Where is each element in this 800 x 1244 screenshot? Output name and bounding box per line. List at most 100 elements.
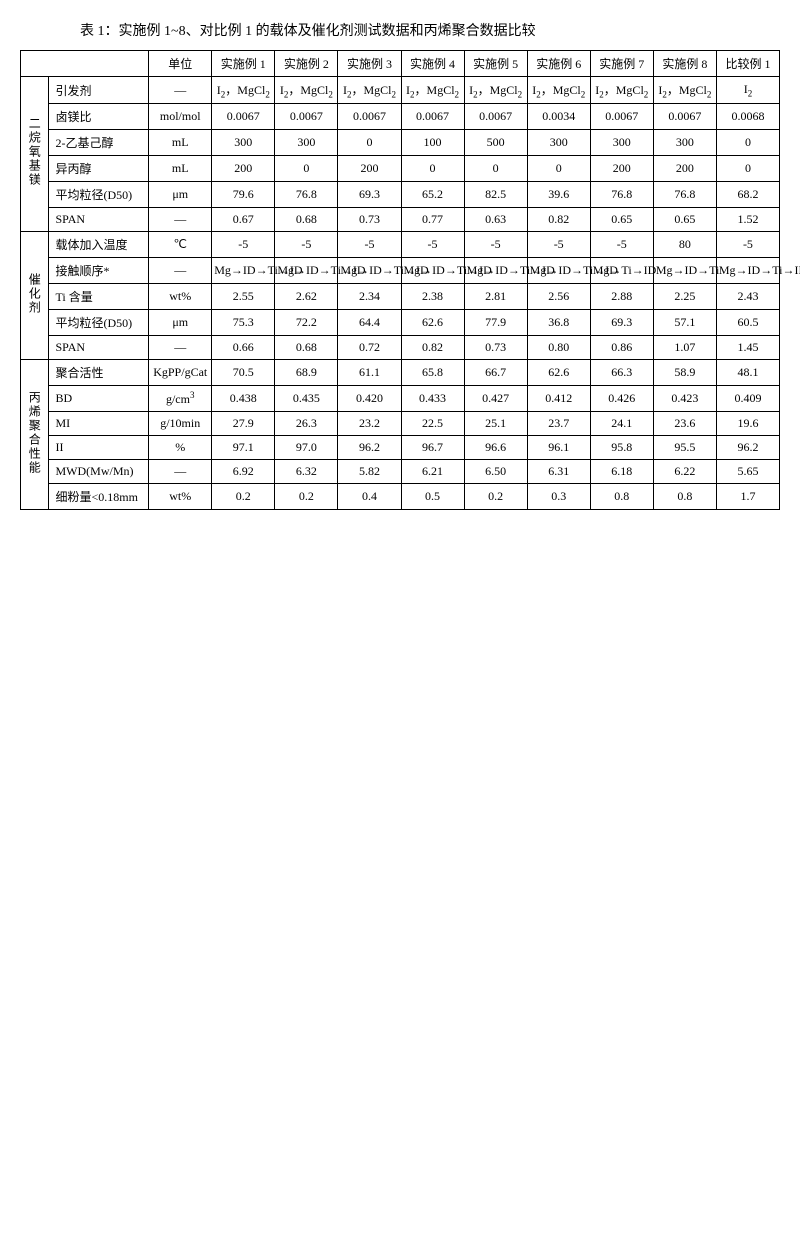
data-cell: 2.81: [464, 284, 527, 310]
data-cell: 76.8: [590, 182, 653, 208]
data-cell: 39.6: [527, 182, 590, 208]
data-cell: 0.65: [653, 208, 716, 232]
data-cell: 0.82: [527, 208, 590, 232]
data-cell: 0.0034: [527, 104, 590, 130]
data-cell: 97.0: [275, 436, 338, 460]
data-cell: 0.77: [401, 208, 464, 232]
unit-cell: mL: [149, 130, 212, 156]
header-blank: [21, 51, 149, 77]
table-row: Ti 含量wt%2.552.622.342.382.812.562.882.25…: [21, 284, 780, 310]
header-unit: 单位: [149, 51, 212, 77]
data-cell: 0.86: [590, 336, 653, 360]
data-cell: 57.1: [653, 310, 716, 336]
data-cell: 0.423: [653, 386, 716, 412]
param-cell: BD: [49, 386, 149, 412]
data-cell: 66.3: [590, 360, 653, 386]
param-cell: 卤镁比: [49, 104, 149, 130]
data-cell: 0.72: [338, 336, 401, 360]
header-row: 单位 实施例 1 实施例 2 实施例 3 实施例 4 实施例 5 实施例 6 实…: [21, 51, 780, 77]
data-cell: 2.25: [653, 284, 716, 310]
data-cell: 2.88: [590, 284, 653, 310]
table-row: 平均粒径(D50)μm75.372.264.462.677.936.869.35…: [21, 310, 780, 336]
data-cell: 69.3: [590, 310, 653, 336]
data-cell: 2.43: [716, 284, 779, 310]
data-cell: 0.68: [275, 336, 338, 360]
data-cell: 48.1: [716, 360, 779, 386]
table-row: 平均粒径(D50)μm79.676.869.365.282.539.676.87…: [21, 182, 780, 208]
data-cell: 65.2: [401, 182, 464, 208]
data-cell: -5: [212, 232, 275, 258]
data-cell: 300: [527, 130, 590, 156]
data-cell: 0.0067: [212, 104, 275, 130]
unit-cell: ℃: [149, 232, 212, 258]
unit-cell: μm: [149, 310, 212, 336]
data-cell: -5: [527, 232, 590, 258]
data-cell: I2，MgCl2: [212, 77, 275, 104]
table-row: SPAN—0.660.680.720.820.730.800.861.071.4…: [21, 336, 780, 360]
data-cell: 300: [653, 130, 716, 156]
data-cell: 6.22: [653, 460, 716, 484]
unit-cell: —: [149, 77, 212, 104]
data-cell: 2.62: [275, 284, 338, 310]
data-cell: 96.7: [401, 436, 464, 460]
data-cell: 6.32: [275, 460, 338, 484]
param-cell: SPAN: [49, 336, 149, 360]
param-cell: 异丙醇: [49, 156, 149, 182]
data-cell: 23.6: [653, 412, 716, 436]
data-cell: Mg→ID→Ti→ID: [716, 258, 779, 284]
data-cell: 95.8: [590, 436, 653, 460]
data-cell: 76.8: [653, 182, 716, 208]
data-cell: 0: [401, 156, 464, 182]
header-cmp1: 比较例 1: [716, 51, 779, 77]
unit-cell: —: [149, 258, 212, 284]
data-cell: 76.8: [275, 182, 338, 208]
data-cell: 0.0067: [338, 104, 401, 130]
data-cell: 2.38: [401, 284, 464, 310]
data-cell: 300: [590, 130, 653, 156]
header-ex2: 实施例 2: [275, 51, 338, 77]
data-cell: 0.0067: [590, 104, 653, 130]
data-cell: 36.8: [527, 310, 590, 336]
data-cell: 68.2: [716, 182, 779, 208]
param-cell: SPAN: [49, 208, 149, 232]
unit-cell: —: [149, 336, 212, 360]
data-cell: 96.6: [464, 436, 527, 460]
data-cell: 0.63: [464, 208, 527, 232]
data-table: 单位 实施例 1 实施例 2 实施例 3 实施例 4 实施例 5 实施例 6 实…: [20, 50, 780, 510]
data-cell: 23.2: [338, 412, 401, 436]
table-row: MIg/10min27.926.323.222.525.123.724.123.…: [21, 412, 780, 436]
param-cell: 载体加入温度: [49, 232, 149, 258]
data-cell: 61.1: [338, 360, 401, 386]
data-cell: 68.9: [275, 360, 338, 386]
data-cell: 0.426: [590, 386, 653, 412]
data-cell: 62.6: [527, 360, 590, 386]
header-ex4: 实施例 4: [401, 51, 464, 77]
data-cell: -5: [275, 232, 338, 258]
data-cell: 6.31: [527, 460, 590, 484]
data-cell: Mg→ID→Ti: [653, 258, 716, 284]
data-cell: 0.409: [716, 386, 779, 412]
data-cell: 0.65: [590, 208, 653, 232]
data-cell: 0.66: [212, 336, 275, 360]
data-cell: 6.50: [464, 460, 527, 484]
data-cell: I2，MgCl2: [590, 77, 653, 104]
data-cell: -5: [590, 232, 653, 258]
data-cell: -5: [716, 232, 779, 258]
unit-cell: mL: [149, 156, 212, 182]
data-cell: 0.67: [212, 208, 275, 232]
data-cell: I2，MgCl2: [653, 77, 716, 104]
table-row: 丙烯聚合性能聚合活性KgPP/gCat70.568.961.165.866.76…: [21, 360, 780, 386]
data-cell: 500: [464, 130, 527, 156]
data-cell: 0: [338, 130, 401, 156]
header-ex1: 实施例 1: [212, 51, 275, 77]
data-cell: -5: [401, 232, 464, 258]
data-cell: 97.1: [212, 436, 275, 460]
param-cell: 平均粒径(D50): [49, 310, 149, 336]
data-cell: Mg→ID→Ti→ID: [401, 258, 464, 284]
data-cell: 96.2: [338, 436, 401, 460]
data-cell: Mg→ID→Ti→ID: [275, 258, 338, 284]
data-cell: 19.6: [716, 412, 779, 436]
data-cell: 0.2: [212, 484, 275, 510]
table-row: 异丙醇mL20002000002002000: [21, 156, 780, 182]
table-row: II%97.197.096.296.796.696.195.895.596.2: [21, 436, 780, 460]
